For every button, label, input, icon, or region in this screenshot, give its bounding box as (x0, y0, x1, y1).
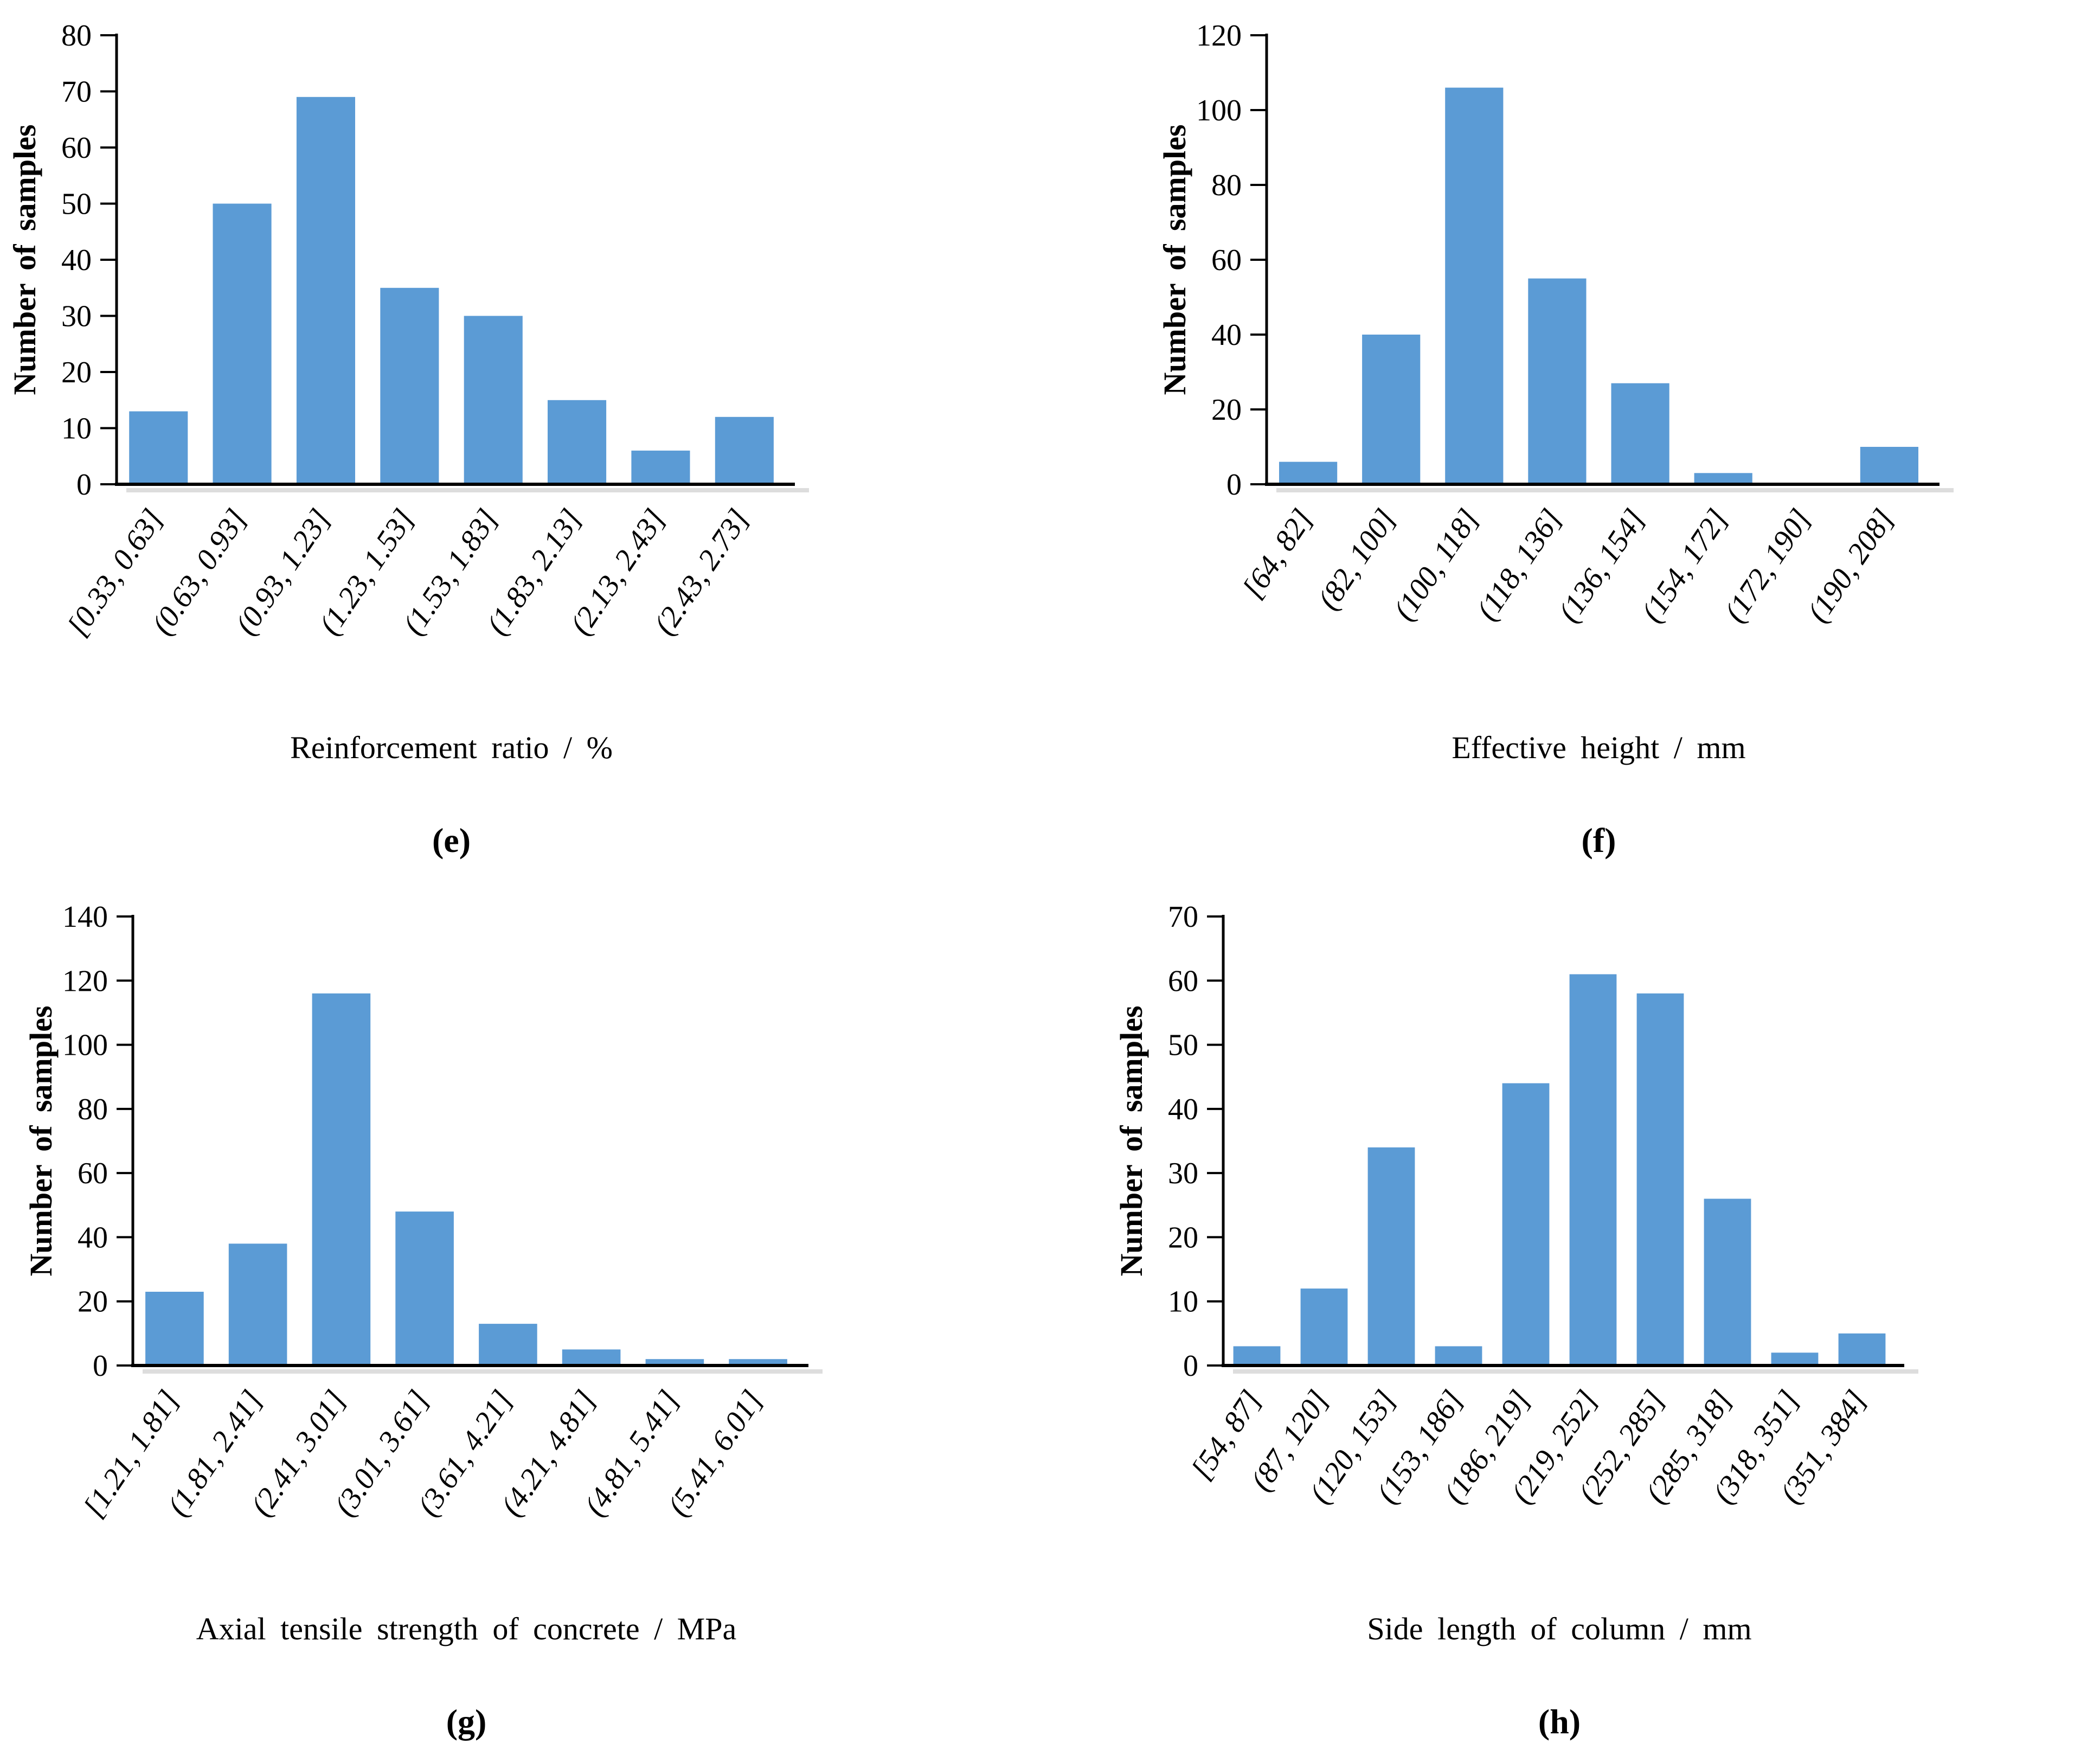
bar (1502, 1083, 1550, 1365)
x-axis-title: Side length of column / mm (1367, 1611, 1751, 1646)
y-tick-label: 40 (1168, 1093, 1198, 1126)
y-tick-label: 20 (1168, 1221, 1198, 1254)
bar (1362, 335, 1421, 484)
y-tick-label: 20 (78, 1285, 108, 1319)
bar (1300, 1288, 1348, 1365)
y-tick-label: 20 (1211, 393, 1242, 427)
bar (145, 1292, 204, 1365)
bar (715, 416, 774, 484)
y-tick-label: 20 (61, 356, 92, 389)
y-axis-title: Number of samples (23, 1005, 59, 1276)
y-tick-label: 40 (61, 243, 92, 277)
bar (1569, 974, 1617, 1365)
y-axis-title: Number of samples (1114, 1005, 1149, 1276)
y-tick-label: 120 (62, 964, 108, 998)
bar (1445, 87, 1504, 485)
y-tick-label: 100 (1196, 94, 1242, 127)
y-tick-label: 0 (1226, 468, 1242, 502)
panel-letter: (h) (1538, 1702, 1581, 1741)
y-tick-label: 60 (61, 131, 92, 165)
bar (129, 411, 188, 484)
y-tick-label: 60 (1168, 964, 1198, 998)
panel-letter: (g) (446, 1702, 487, 1741)
bar (1838, 1333, 1886, 1365)
bar (1279, 461, 1338, 484)
bar (380, 287, 439, 485)
x-axis-title: Axial tensile strength of concrete / MPa (196, 1611, 737, 1646)
bar (464, 316, 523, 484)
y-tick-label: 80 (78, 1093, 108, 1126)
y-tick-label: 140 (62, 900, 108, 934)
y-tick-label: 50 (1168, 1029, 1198, 1062)
bar (395, 1211, 454, 1365)
y-tick-label: 10 (1168, 1285, 1198, 1319)
y-tick-label: 80 (1211, 169, 1242, 202)
bar (548, 400, 607, 485)
y-tick-label: 80 (61, 19, 92, 53)
y-tick-label: 10 (61, 412, 92, 446)
bar (479, 1324, 537, 1365)
bar (631, 450, 690, 484)
bar (1233, 1346, 1281, 1365)
chart-panel-g: 0 20 40 60 80 100 120 140 [1.21, 1.81] (1.81, 2.4… (0, 881, 1050, 1763)
y-tick-label: 120 (1196, 19, 1242, 53)
y-tick-label: 40 (1211, 318, 1242, 352)
x-category-label: (82, 100] (1312, 503, 1403, 616)
panel-letter: (e) (432, 821, 471, 860)
bar (1771, 1352, 1819, 1365)
y-tick-label: 40 (78, 1221, 108, 1254)
y-tick-label: 60 (1211, 243, 1242, 277)
bar (1367, 1147, 1415, 1365)
x-axis-title: Reinforcement ratio / % (290, 730, 613, 765)
bar (213, 203, 272, 484)
bar (1528, 278, 1587, 484)
y-tick-label: 100 (62, 1029, 108, 1062)
bar (562, 1349, 621, 1365)
y-tick-label: 0 (1183, 1349, 1198, 1383)
bar (1704, 1198, 1751, 1365)
y-tick-label: 30 (61, 300, 92, 334)
bar (296, 97, 355, 485)
bar (1611, 383, 1669, 484)
y-tick-label: 70 (1168, 900, 1198, 934)
y-axis-title: Number of samples (1157, 124, 1192, 395)
y-tick-label: 70 (61, 75, 92, 109)
bar (1694, 473, 1752, 484)
chart-panel-e: 0 10 20 30 40 50 60 70 80 [0.33, 0.63] (0.63, 0.93… (0, 0, 1050, 881)
bar (312, 993, 371, 1365)
x-category-label: [64, 82] (1236, 503, 1319, 605)
x-axis-title: Effective height / mm (1452, 730, 1745, 765)
bar (1435, 1346, 1482, 1365)
y-tick-label: 30 (1168, 1157, 1198, 1190)
bar (228, 1243, 287, 1365)
y-axis-title: Number of samples (7, 124, 42, 395)
y-tick-label: 60 (78, 1157, 108, 1190)
panel-letter: (f) (1582, 821, 1616, 860)
y-tick-label: 50 (61, 188, 92, 221)
y-tick-label: 0 (93, 1349, 108, 1383)
chart-panel-h: 0 10 20 30 40 50 60 70 [54, 87] (87, 120] (120, 15… (1050, 881, 2100, 1763)
bar (1860, 447, 1918, 484)
chart-panel-f: 0 20 40 60 80 100 120 [64, 82] (82, 100] (100, 11… (1050, 0, 2100, 881)
bar (729, 1359, 787, 1365)
y-tick-label: 0 (76, 468, 92, 502)
bar (1636, 993, 1684, 1365)
bar (645, 1359, 704, 1365)
